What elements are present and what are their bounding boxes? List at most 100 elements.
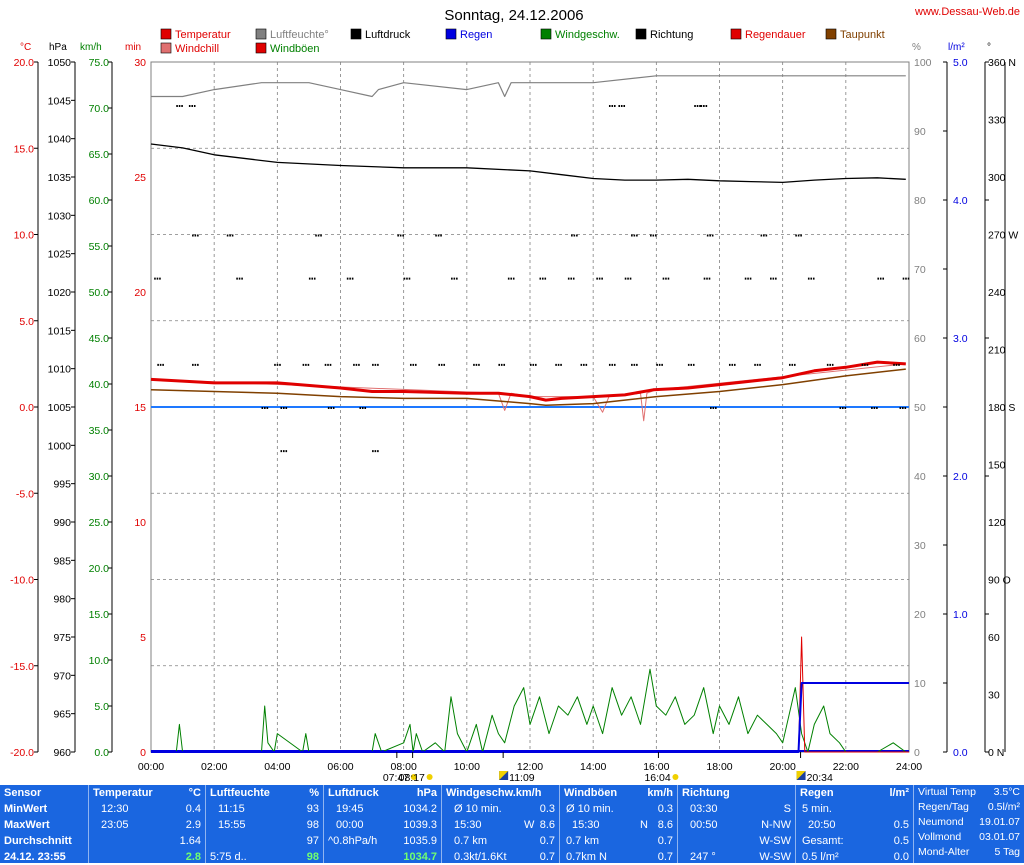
- rain-tick-label: 2.0: [953, 471, 968, 483]
- legend-swatch: [350, 28, 362, 40]
- direction-point: [705, 105, 708, 107]
- direction-point: [611, 363, 614, 366]
- time-tick-label: 04:00: [264, 761, 290, 773]
- wind-tick-label: 20.0: [89, 563, 110, 575]
- direction-point: [655, 234, 657, 237]
- legend-swatch: [445, 28, 457, 40]
- pressure-tick-label: 980: [53, 594, 71, 606]
- legend-swatch: [160, 28, 172, 40]
- pressure-tick-label: 1045: [48, 95, 72, 107]
- stats-value: W-SW: [759, 835, 791, 847]
- direction-point: [440, 234, 442, 237]
- stats-value: 5 Tag: [994, 846, 1021, 858]
- direction-point: [633, 234, 636, 237]
- legend-swatch: [255, 28, 267, 40]
- legend-swatch: [255, 42, 267, 54]
- time-tick-label: 12:00: [517, 761, 543, 773]
- direction-point: [231, 234, 234, 237]
- time-tick-label: 16:00: [643, 761, 669, 773]
- humidity-tick-label: 20: [914, 609, 926, 621]
- stats-dir: W: [524, 819, 535, 831]
- direction-point: [438, 363, 441, 366]
- direction-tick-label: 330: [988, 115, 1006, 127]
- direction-point: [665, 277, 667, 280]
- stats-row-label: MaxWert: [4, 819, 50, 831]
- direction-point: [708, 277, 711, 280]
- temp-tick-label: 15.0: [14, 143, 35, 155]
- direction-point: [692, 363, 695, 366]
- stats-label: Virtual Temp: [918, 786, 976, 798]
- direction-point: [656, 363, 658, 366]
- direction-point: [613, 105, 616, 107]
- series-taupunkt: [150, 368, 906, 407]
- direction-point: [754, 363, 756, 366]
- direction-point: [844, 407, 847, 409]
- stats-current: 1034.7: [403, 851, 437, 863]
- pressure-axis-unit: hPa: [49, 42, 67, 53]
- stats-label: Vollmond: [918, 831, 962, 843]
- legend-label: Temperatur: [175, 29, 231, 41]
- direction-point: [583, 363, 585, 366]
- site-link[interactable]: www.Dessau-Web.de: [915, 6, 1020, 18]
- direction-point: [159, 363, 162, 366]
- stats-label: Gesamt:: [802, 835, 844, 847]
- direction-point: [176, 105, 178, 107]
- stats-label: 0.7 km: [566, 835, 600, 847]
- direction-point: [192, 363, 194, 366]
- sun-icon: [426, 774, 433, 780]
- humidity-tick-label: 90: [914, 126, 926, 138]
- direction-point: [226, 234, 229, 237]
- direction-point: [238, 277, 241, 280]
- direction-point: [361, 407, 364, 409]
- min-tick-label: 15: [134, 402, 146, 414]
- rain-tick-label: 0.0: [953, 747, 968, 759]
- direction-point: [311, 277, 314, 280]
- direction-point: [763, 234, 765, 237]
- direction-point: [791, 363, 794, 366]
- direction-point: [652, 234, 655, 237]
- wind-tick-label: 45.0: [89, 333, 110, 345]
- direction-point: [596, 277, 598, 280]
- direction-point: [324, 363, 327, 366]
- direction-point: [308, 277, 311, 280]
- pressure-tick-label: 1040: [48, 134, 72, 146]
- wind-axis-unit: km/h: [80, 42, 102, 53]
- direction-point: [539, 277, 542, 280]
- direction-point: [532, 363, 535, 366]
- direction-point: [498, 363, 501, 366]
- stats-value: 0.4: [185, 803, 201, 815]
- temp-tick-label: 10.0: [14, 230, 35, 242]
- stats-unit: hPa: [416, 787, 437, 799]
- stats-unit: °C: [188, 787, 201, 799]
- direction-point: [285, 450, 288, 453]
- stats-value: 1034.2: [403, 803, 437, 815]
- direction-point: [812, 277, 815, 280]
- direction-point: [570, 277, 572, 280]
- pressure-tick-label: 1050: [48, 57, 72, 69]
- direction-tick-label: 240: [988, 287, 1006, 299]
- humidity-tick-label: 80: [914, 195, 926, 207]
- stats-value: 0.7: [539, 835, 555, 847]
- direction-point: [157, 363, 159, 366]
- direction-point: [351, 277, 354, 280]
- rain-tick-label: 1.0: [953, 609, 968, 621]
- stats-time: 00:50: [690, 819, 718, 831]
- stats-value: 0.5l/m²: [987, 801, 1020, 813]
- stats-current: 2.8: [185, 851, 201, 863]
- direction-point: [700, 105, 703, 107]
- direction-point: [192, 234, 194, 237]
- stats-time: 11:15: [218, 803, 245, 815]
- direction-point: [608, 105, 611, 107]
- stats-header: Windgeschw.km/h: [446, 787, 542, 799]
- direction-point: [598, 277, 601, 280]
- marker-label: 07:47: [383, 772, 409, 784]
- stats-header: Luftdruck: [328, 787, 379, 799]
- time-tick-label: 10:00: [454, 761, 480, 773]
- direction-point: [327, 407, 330, 409]
- direction-point: [706, 277, 708, 280]
- direction-point: [555, 363, 557, 366]
- time-tick-label: 06:00: [327, 761, 353, 773]
- humidity-tick-label: 50: [914, 402, 926, 414]
- direction-point: [866, 363, 869, 366]
